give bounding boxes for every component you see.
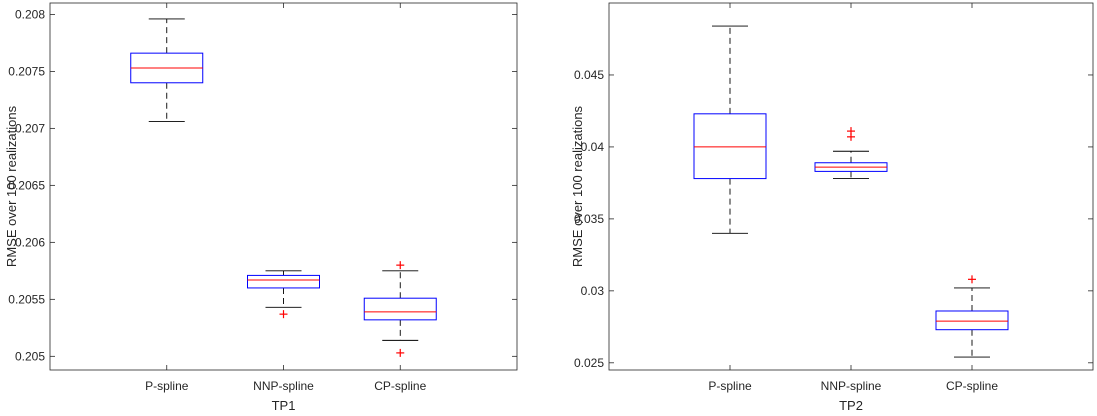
x-tick-label: NNP-spline	[253, 379, 314, 393]
iqr-box	[693, 113, 767, 180]
y-tick-label: 0.025	[574, 356, 604, 370]
y-axis-label: RMSE over 100 realizations	[4, 105, 19, 267]
x-tick-label: CP-spline	[374, 379, 426, 393]
iqr-box	[935, 310, 1009, 331]
box-p-spline	[693, 25, 767, 234]
y-axis-label: RMSE over 100 realizations	[570, 105, 585, 267]
y-tick-label: 0.206	[15, 235, 45, 249]
y-tick-label: 0.2075	[8, 64, 45, 78]
outlier-marker	[396, 261, 405, 270]
x-tick-label: CP-spline	[946, 379, 998, 393]
box-cp-spline	[935, 275, 1009, 358]
box-nnp-spline	[814, 127, 888, 180]
y-tick-label: 0.03	[581, 284, 605, 298]
x-axis-label: TP2	[839, 398, 863, 413]
plot-area-frame	[608, 2, 1094, 371]
y-tick-label: 0.208	[15, 7, 45, 21]
y-tick-label: 0.207	[15, 121, 45, 135]
outlier-marker	[396, 348, 405, 357]
y-tick-label: 0.2055	[8, 292, 45, 306]
box-nnp-spline	[247, 270, 320, 319]
x-axis-label: TP1	[272, 398, 296, 413]
tp1-boxplot-panel: 0.205 0.2055 0.206 0.2065 0.207 0.2075 0.208 P-…	[4, 2, 518, 413]
y-tick-label: 0.045	[574, 68, 604, 82]
y-tick-label: 0.2065	[8, 178, 45, 192]
x-tick-label: P-spline	[145, 379, 189, 393]
outlier-marker	[847, 132, 855, 141]
x-tick-label: P-spline	[708, 379, 752, 393]
tp2-boxplot-panel: 0.025 0.03 0.035 0.04 0.045 P-spline NNP-splin…	[570, 2, 1094, 413]
iqr-box	[247, 274, 320, 289]
y-tick-label: 0.04	[581, 140, 605, 154]
box-cp-spline	[363, 261, 437, 357]
outlier-marker	[279, 310, 288, 319]
box-p-spline	[130, 18, 204, 122]
iqr-box	[363, 297, 437, 321]
outlier-marker	[968, 275, 976, 284]
y-tick-label: 0.035	[574, 212, 604, 226]
y-tick-label: 0.205	[15, 349, 45, 363]
x-tick-label: NNP-spline	[821, 379, 882, 393]
